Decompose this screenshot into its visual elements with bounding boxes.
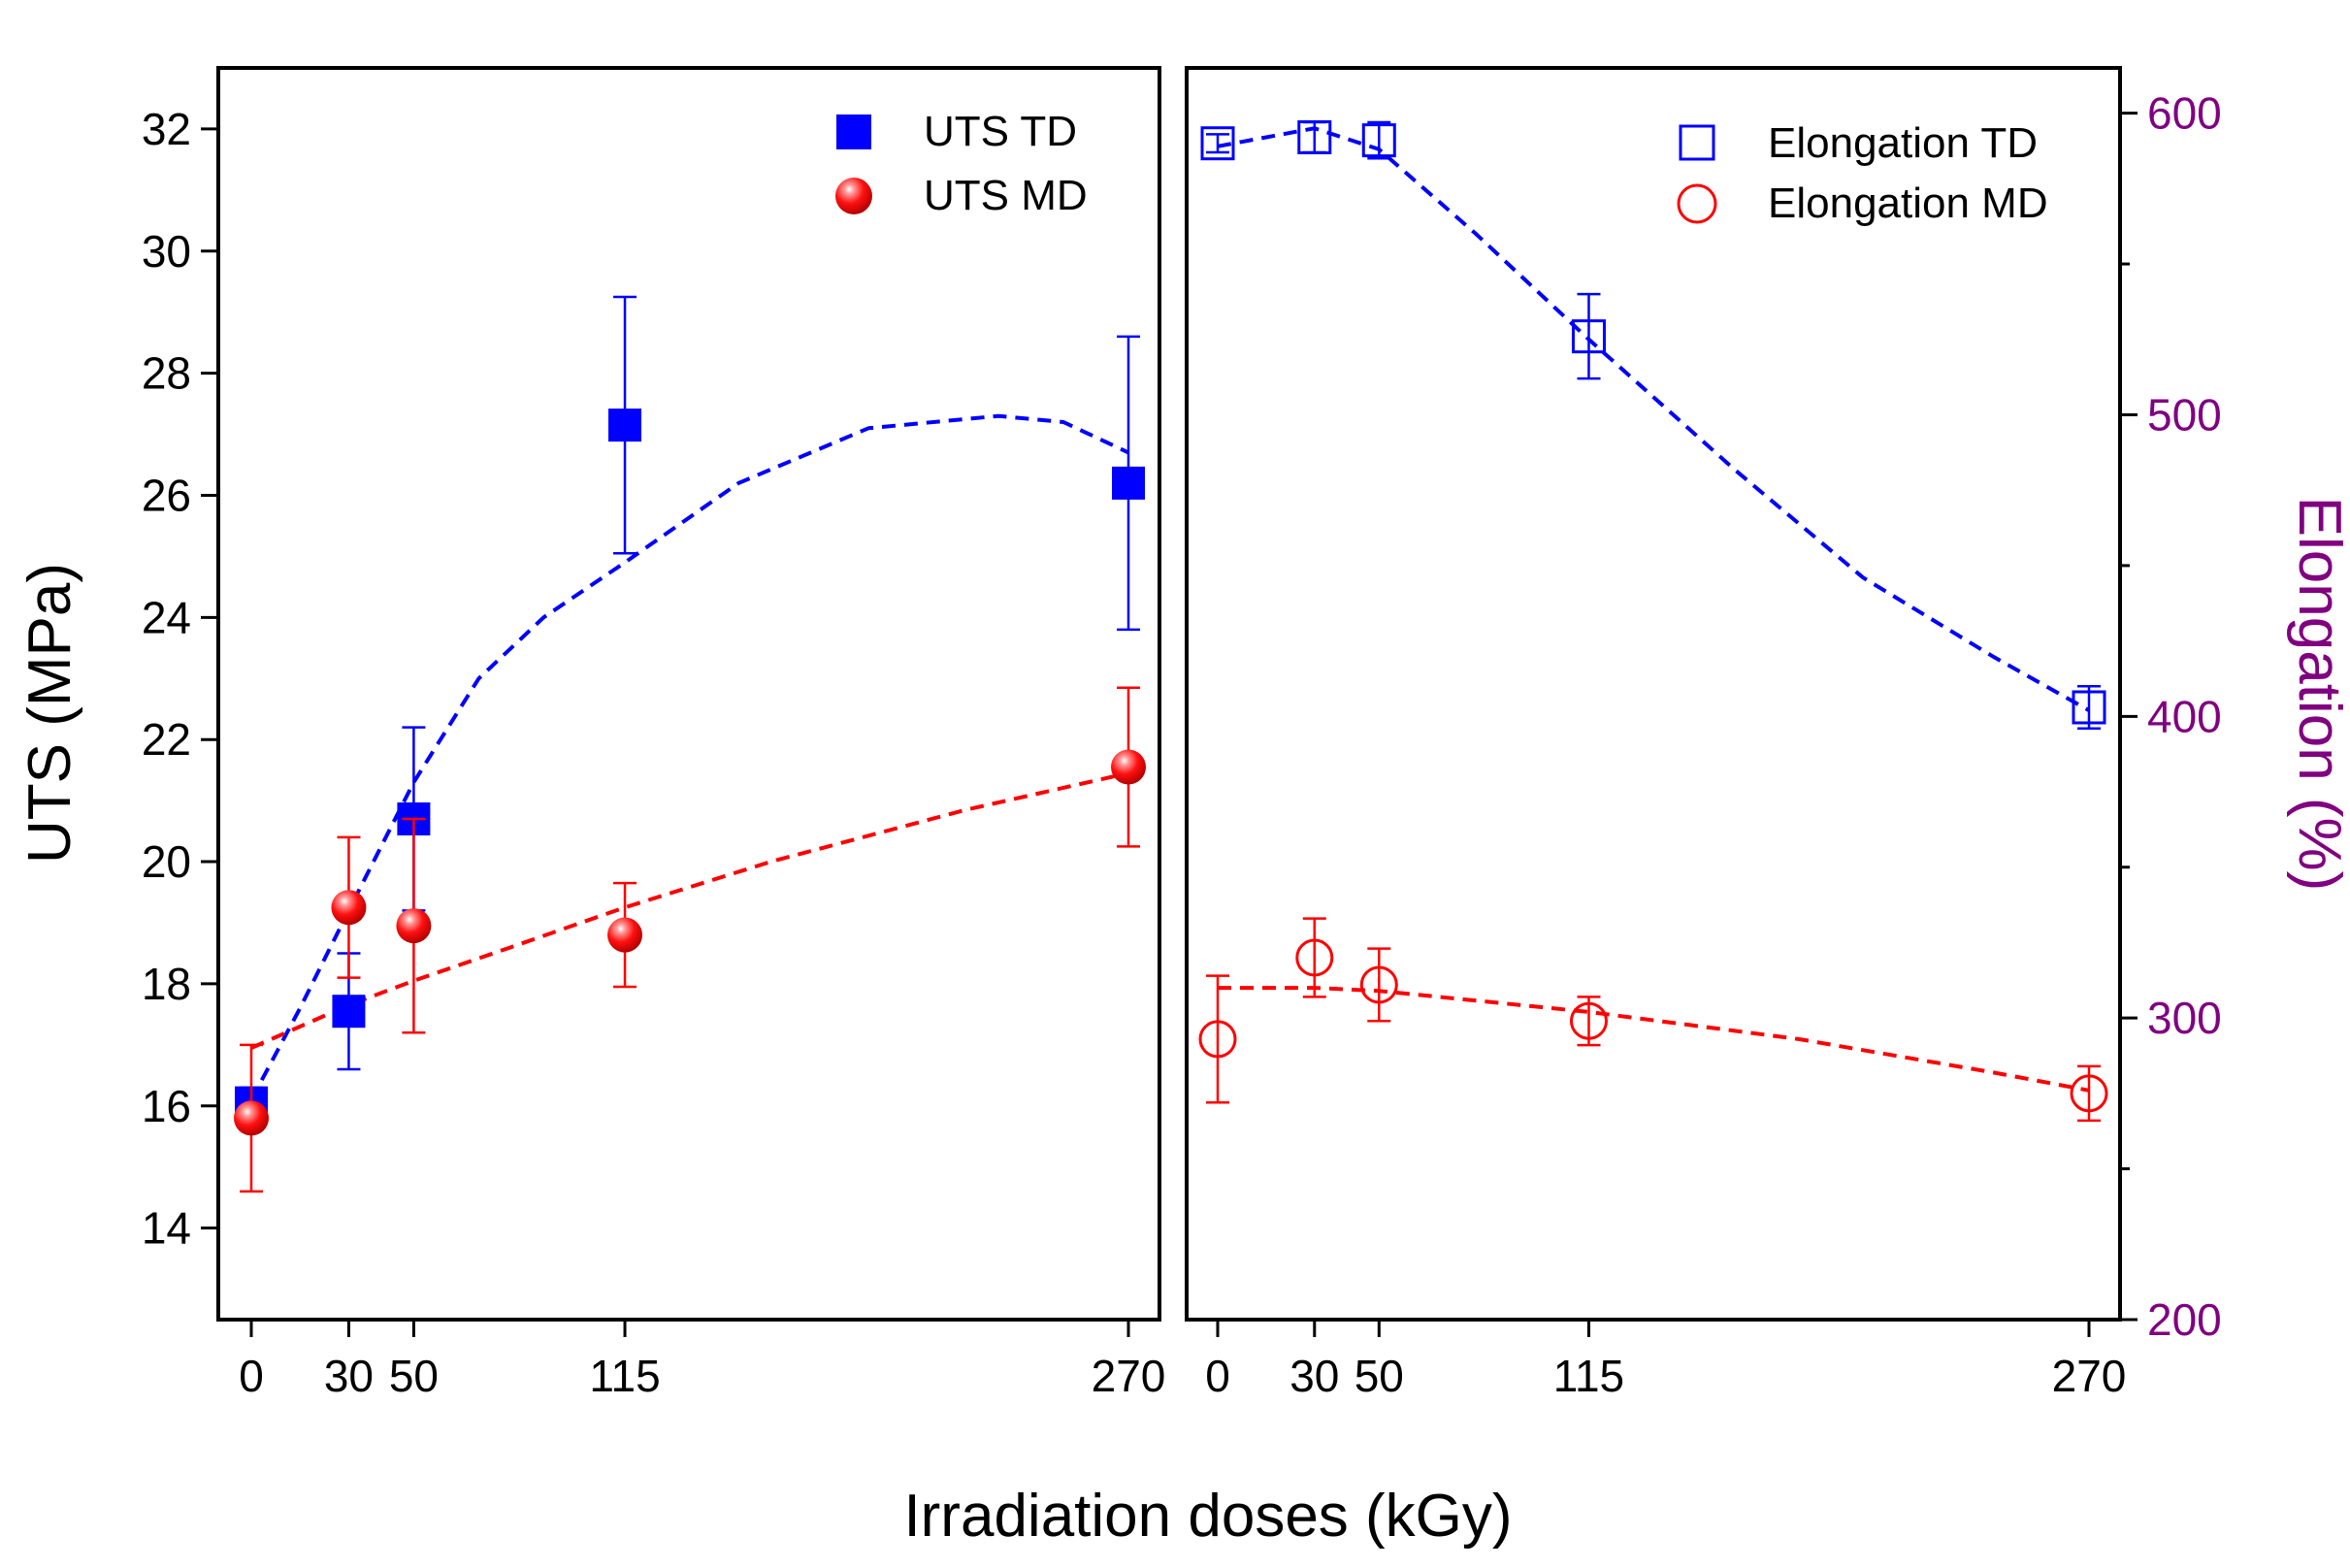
elongation-y-tick-label: 400 bbox=[2147, 691, 2222, 741]
elongation-td-point bbox=[1297, 119, 1332, 154]
uts-y-tick-label: 16 bbox=[142, 1081, 191, 1131]
elongation-td-point bbox=[1200, 126, 1235, 161]
legend-marker-uts-td bbox=[836, 114, 871, 149]
uts-fit-line-uts-md bbox=[250, 770, 1129, 1050]
elongation-legend: Elongation TD Elongation MD bbox=[1677, 119, 2048, 227]
elongation-y-tick-label: 200 bbox=[2147, 1294, 2222, 1345]
elongation-x-tick-label: 30 bbox=[1289, 1351, 1339, 1401]
x-axis-label: Irradiation doses (kGy) bbox=[903, 1483, 1512, 1550]
elongation-axes: 0 30 50 115 270 200 300 400 500 600 bbox=[1205, 88, 2222, 1401]
uts-panel: 0 30 50 115 270 14 16 18 20 22 24 26 28 30 32 UTS (MPa… bbox=[16, 66, 1166, 1401]
legend-marker-uts-md bbox=[835, 178, 872, 214]
uts-y-tick-label: 22 bbox=[142, 714, 191, 765]
uts-y-tick-label: 18 bbox=[142, 959, 191, 1009]
uts-y-axis-label: UTS (MPa) bbox=[16, 563, 83, 864]
elongation-x-tick-label: 0 bbox=[1205, 1351, 1230, 1401]
elongation-y-axis-label: Elongation (%) bbox=[2286, 497, 2350, 892]
uts-td-point bbox=[332, 995, 366, 1029]
uts-x-tick-label: 115 bbox=[589, 1351, 660, 1401]
uts-md-point bbox=[234, 1100, 269, 1136]
uts-x-tick-label: 0 bbox=[239, 1351, 264, 1401]
elongation-fit-lines bbox=[1217, 126, 2090, 1093]
legend-label-uts-md: UTS MD bbox=[924, 172, 1088, 219]
legend-label-elongation-td: Elongation TD bbox=[1768, 119, 2038, 167]
uts-td-point bbox=[1112, 466, 1145, 500]
elongation-td-point bbox=[1361, 123, 1396, 158]
uts-x-tick-label: 30 bbox=[324, 1351, 374, 1401]
uts-axes: 0 30 50 115 270 14 16 18 20 22 24 26 28 30 32 bbox=[142, 104, 1166, 1401]
uts-fit-line-uts-td bbox=[249, 413, 1129, 1101]
uts-data-marks bbox=[234, 295, 1146, 1193]
elongation-y-tick-label: 300 bbox=[2147, 993, 2222, 1043]
elongation-y-tick-label: 600 bbox=[2147, 88, 2222, 139]
elongation-md-point bbox=[1569, 1001, 1608, 1040]
elongation-data-marks bbox=[1198, 119, 2108, 1123]
elongation-md-point bbox=[1359, 965, 1398, 1004]
legend-marker-elongation-md bbox=[1677, 183, 1717, 224]
uts-legend: UTS TD UTS MD bbox=[835, 108, 1088, 219]
uts-y-tick-label: 28 bbox=[142, 348, 191, 399]
legend-label-uts-td: UTS TD bbox=[924, 108, 1077, 155]
uts-y-tick-label: 32 bbox=[142, 104, 191, 154]
elongation-x-tick-label: 270 bbox=[2052, 1351, 2127, 1401]
legend-marker-elongation-td bbox=[1679, 124, 1715, 161]
uts-x-tick-label: 50 bbox=[389, 1351, 439, 1401]
uts-md-point bbox=[1111, 749, 1146, 785]
uts-fit-lines bbox=[249, 413, 1129, 1101]
uts-y-tick-label: 20 bbox=[142, 836, 191, 887]
uts-y-tick-label: 14 bbox=[142, 1203, 191, 1254]
elongation-x-tick-label: 115 bbox=[1553, 1351, 1624, 1401]
elongation-fit-line-elongation-md bbox=[1218, 986, 2090, 1093]
uts-y-tick-label: 24 bbox=[142, 592, 191, 642]
uts-x-tick-label: 270 bbox=[1092, 1351, 1166, 1401]
elongation-td-point bbox=[2072, 690, 2106, 725]
elongation-md-point bbox=[2070, 1074, 2108, 1113]
elongation-td-point bbox=[1571, 319, 1606, 354]
legend-label-elongation-md: Elongation MD bbox=[1768, 180, 2048, 227]
elongation-plot-frame bbox=[1185, 66, 2122, 1322]
elongation-panel: 0 30 50 115 270 200 300 400 500 600 Elongation (%… bbox=[1185, 66, 2350, 1401]
uts-md-point bbox=[331, 890, 367, 926]
uts-y-tick-label: 30 bbox=[142, 226, 191, 277]
elongation-y-tick-label: 500 bbox=[2147, 389, 2222, 440]
uts-md-point bbox=[396, 908, 432, 944]
elongation-md-point bbox=[1295, 938, 1334, 977]
uts-td-point bbox=[608, 408, 642, 442]
elongation-x-tick-label: 50 bbox=[1355, 1351, 1404, 1401]
uts-plot-frame bbox=[216, 66, 1161, 1322]
elongation-md-point bbox=[1198, 1020, 1237, 1059]
uts-md-point bbox=[607, 917, 643, 953]
uts-y-tick-label: 26 bbox=[142, 470, 191, 520]
